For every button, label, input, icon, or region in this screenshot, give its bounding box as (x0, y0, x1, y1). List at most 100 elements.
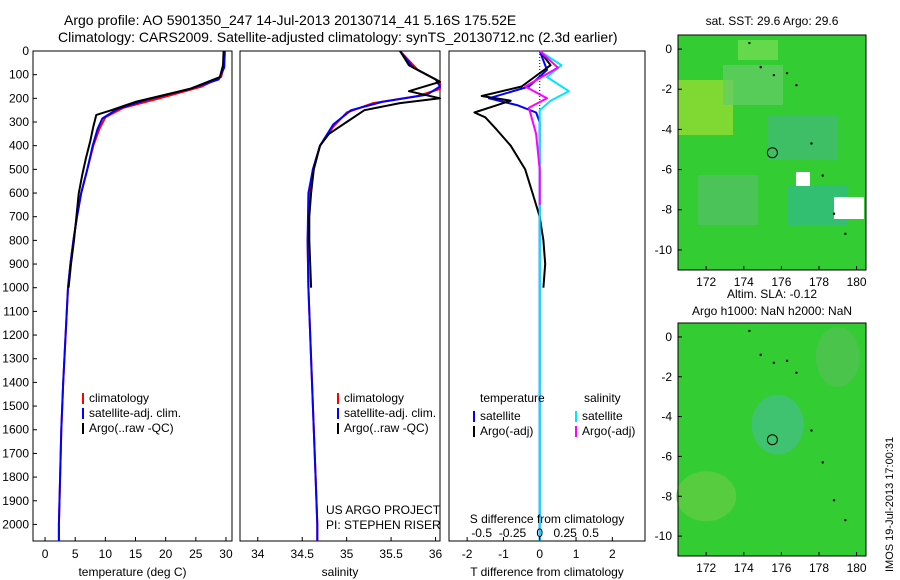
sla-field-anomaly (751, 394, 804, 455)
salinity-xtick-label: 35.5 (379, 547, 403, 561)
difference-top-tick-label: -0.5 (471, 526, 492, 540)
difference-top-tick-label: 0 (536, 526, 543, 540)
sst_map-island-mark (795, 84, 798, 87)
difference-top-tick-label: -0.25 (499, 526, 527, 540)
temperature-x-axis-label: temperature (deg C) (78, 565, 186, 579)
temperature-legend-label: satellite-adj. clim. (89, 406, 181, 420)
sla_map-ytick-label: -6 (661, 449, 672, 463)
temperature-xtick-label: 10 (99, 547, 113, 561)
sla_map-xtick-label: 176 (771, 561, 791, 575)
sst-field-patch (768, 115, 838, 160)
difference-xtick-label: -2 (462, 547, 473, 561)
sst_map-ytick-label: -10 (655, 243, 673, 257)
difference-top-axis-label: S difference from climatology (470, 512, 625, 526)
sst_map-title: sat. SST: 29.6 Argo: 29.6 (706, 14, 839, 28)
sla_map-island-mark (821, 461, 824, 464)
temperature-series-2 (67, 50, 225, 288)
temperature-series-0 (57, 50, 226, 541)
sst_map-xtick-label: 178 (809, 275, 829, 289)
temperature-ytick-label: 900 (9, 257, 29, 271)
sst_map-ytick-label: -2 (661, 82, 672, 96)
temperature-xtick-label: 25 (189, 547, 203, 561)
legend-temperature-heading: temperature (480, 391, 545, 405)
temperature-ytick-label: 1000 (2, 281, 29, 295)
salinity-xtick-label: 34.5 (291, 547, 315, 561)
temperature-legend-label: climatology (89, 391, 149, 405)
salinity-legend-label: climatology (344, 391, 404, 405)
sla_map-ytick-label: 0 (665, 330, 672, 344)
sst_map-xtick-label: 174 (734, 275, 754, 289)
sla_map-ytick-label: -2 (661, 370, 672, 384)
sla-field-anomaly (815, 326, 860, 387)
temperature-xtick-label: 0 (42, 547, 49, 561)
sst_map-ytick-label: 0 (665, 42, 672, 56)
sst_map-island-mark (832, 212, 836, 215)
temperature-ytick-label: 1600 (2, 423, 29, 437)
temperature-series-1 (57, 50, 226, 541)
pi-label: PI: STEPHEN RISER (326, 518, 441, 532)
figure-title-line2: Climatology: CARS2009. Satellite-adjuste… (58, 29, 618, 45)
salinity-xtick-label: 35 (340, 547, 354, 561)
sla_map-xtick-label: 174 (734, 561, 754, 575)
sst-field-patch (723, 65, 783, 105)
temperature-xtick-label: 20 (159, 547, 173, 561)
sst_map-island-mark (821, 174, 824, 177)
sla_map-xtick-label: 180 (847, 561, 867, 575)
sla-field-anomaly (676, 471, 737, 522)
sla_map-title: Altim. SLA: -0.12 (727, 287, 817, 301)
sst_map-island-mark (810, 142, 813, 145)
temperature-ytick-label: 1800 (2, 470, 29, 484)
difference-legend-label: Argo(-adj) (582, 424, 635, 438)
sst_map-frame (677, 34, 867, 271)
sst_map-island-mark (759, 65, 762, 69)
difference-top-tick-label: 0.5 (582, 526, 599, 540)
difference-x-axis-label: T difference from climatology (470, 565, 624, 579)
sla_map-profile-location-marker (766, 434, 778, 446)
difference-series-1 (473, 50, 552, 288)
sla_map-ytick-label: -10 (655, 529, 673, 543)
sst-field-patch (698, 175, 758, 225)
temperature-ytick-label: 100 (9, 68, 29, 82)
temperature-ytick-label: 1200 (2, 328, 29, 342)
sst_map-xtick-label: 172 (696, 275, 716, 289)
temperature-ytick-label: 600 (9, 186, 29, 200)
difference-plot-frame (448, 50, 646, 542)
temperature-xtick-label: 30 (219, 547, 233, 561)
difference-xtick-label: 1 (573, 547, 580, 561)
sst_map-ytick-label: -6 (661, 163, 672, 177)
temperature-ytick-label: 0 (22, 44, 29, 58)
sla_map-ytick-label: -8 (661, 489, 672, 503)
temperature-ytick-label: 1400 (2, 375, 29, 389)
sst-missing-data-patch (834, 197, 864, 219)
sla_map-island-mark (844, 518, 847, 522)
sla_map-frame (677, 322, 867, 557)
difference-series-2 (538, 50, 570, 541)
salinity-series-1 (306, 50, 441, 541)
temperature-ytick-label: 1100 (3, 304, 29, 318)
temperature-ytick-label: 300 (9, 115, 29, 129)
salinity-series-2 (308, 50, 441, 288)
difference-legend-label: satellite (582, 409, 623, 423)
temperature-ytick-label: 1300 (2, 352, 29, 366)
sst_map-island-mark (785, 71, 789, 75)
sst_map-ytick-label: -4 (661, 122, 672, 136)
salinity-legend-label: satellite-adj. clim. (344, 406, 436, 420)
temperature-ytick-label: 800 (9, 233, 29, 247)
salinity-plot-frame (239, 50, 441, 542)
sla_map-subtitle: Argo h1000: NaN h2000: NaN (692, 304, 852, 318)
salinity-xtick-label: 36 (429, 547, 443, 561)
difference-xtick-label: 0 (536, 547, 543, 561)
difference-legend-label: satellite (480, 409, 521, 423)
difference-legend-label: Argo(-adj) (480, 424, 533, 438)
difference-xtick-label: -1 (498, 547, 509, 561)
sla_map-island-mark (759, 353, 762, 357)
difference-xtick-label: 2 (609, 547, 616, 561)
sst_map-profile-location-marker (766, 147, 778, 159)
legend-salinity-heading: salinity (584, 391, 621, 405)
sst-field-patch (738, 40, 778, 60)
sst_map-xtick-label: 176 (771, 275, 791, 289)
temperature-ytick-label: 400 (9, 139, 29, 153)
temperature-ytick-label: 2000 (2, 517, 29, 531)
temperature-ytick-label: 1900 (2, 494, 29, 508)
